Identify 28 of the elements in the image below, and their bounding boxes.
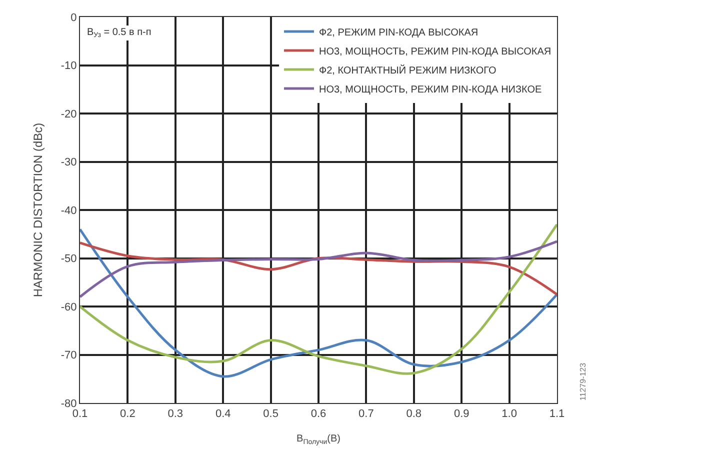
legend-label: Ф2, КОНТАКТНЫЙ РЕЖИМ НИЗКОГО bbox=[319, 63, 497, 76]
y-tick-label: -30 bbox=[60, 156, 77, 169]
legend-label: НО3, МОЩНОСТЬ, РЕЖИМ PIN-КОДА НИЗКОЕ bbox=[319, 84, 542, 96]
legend-label: НО3, МОЩНОСТЬ, РЕЖИМ PIN-КОДА ВЫСОКАЯ bbox=[319, 46, 552, 58]
x-tick-label: 1.1 bbox=[549, 408, 565, 420]
x-tick-label: 0.3 bbox=[168, 408, 184, 420]
y-tick-label: -20 bbox=[60, 108, 77, 120]
y-tick-label: 0 bbox=[70, 12, 77, 24]
y-tick-label: -40 bbox=[60, 204, 77, 217]
x-tick-label: 0.6 bbox=[310, 408, 326, 420]
x-tick-label: 0.7 bbox=[358, 408, 374, 420]
x-tick-label: 0.9 bbox=[454, 408, 470, 420]
y-tick-label: -50 bbox=[60, 253, 77, 266]
x-axis-title: В$_{Получи}$(В) bbox=[296, 434, 340, 446]
x-tick-label: 1.0 bbox=[502, 408, 517, 420]
legend-label: Ф2, РЕЖИМ PIN-КОДА ВЫСОКАЯ bbox=[319, 27, 478, 38]
text: 11279-123 bbox=[578, 362, 588, 401]
x-tick-label: 0.2 bbox=[120, 408, 136, 420]
x-tick-label: 0.8 bbox=[406, 408, 422, 420]
y-tick-label: -60 bbox=[60, 301, 77, 314]
annotation: В$_{Уз}$ = 0.5 в п-п bbox=[87, 27, 152, 40]
x-tick-label: 0.5 bbox=[263, 408, 278, 420]
y-axis-title: HARMONIC DISTORTION (dBc) bbox=[31, 122, 46, 298]
x-tick-label: 0.4 bbox=[215, 408, 231, 420]
x-tick-label: 0.1 bbox=[72, 408, 88, 420]
y-tick-label: -10 bbox=[60, 60, 77, 72]
y-tick-label: -70 bbox=[60, 350, 77, 362]
y-tick-label: -80 bbox=[60, 398, 77, 410]
